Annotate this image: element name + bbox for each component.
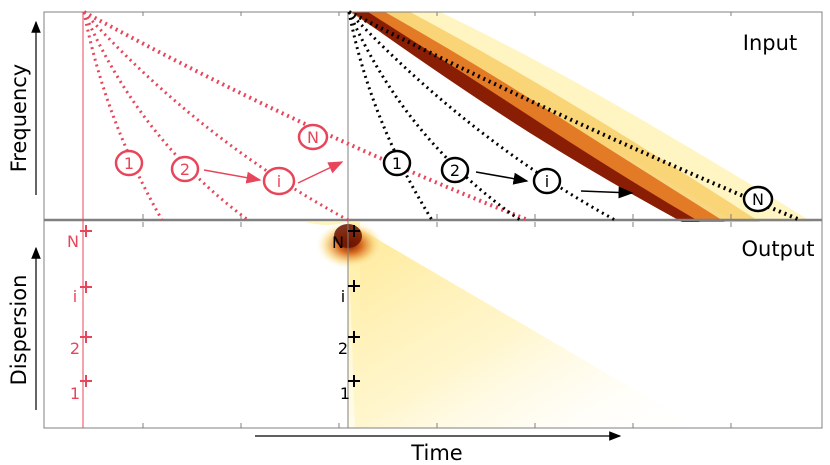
bottom-ticks xyxy=(142,222,732,428)
black-marker-1: 1 xyxy=(382,149,412,177)
red-marker-1-label: 1 xyxy=(124,154,134,173)
black-marker-2: 2 xyxy=(440,156,470,184)
output-panel-label: Output xyxy=(742,237,815,261)
black-marker-group: 1 2 i N xyxy=(382,149,774,213)
red-dispersion-label-2: 2 xyxy=(70,339,80,358)
black-dispersion-label-2: 2 xyxy=(338,339,348,358)
output-dedispersed-signal xyxy=(305,221,700,428)
red-arrows xyxy=(203,161,344,184)
black-marker-n: N xyxy=(742,185,774,213)
red-marker-n-label: N xyxy=(307,128,319,147)
frequency-axis-label: Frequency xyxy=(7,64,31,173)
red-curve-1 xyxy=(82,11,164,221)
red-marker-1: 1 xyxy=(114,149,144,177)
red-dispersion-curves xyxy=(82,10,529,222)
time-axis: Time xyxy=(255,431,622,465)
black-dispersion-label-i: i xyxy=(341,287,345,306)
red-marker-2: 2 xyxy=(170,155,200,183)
black-dispersion-curves xyxy=(347,10,801,222)
black-curve-i xyxy=(347,10,616,222)
black-curve-n xyxy=(348,10,801,222)
black-marker-1-label: 1 xyxy=(392,154,402,173)
red-dispersion-label-i: i xyxy=(73,287,77,306)
black-marker-n-label: N xyxy=(752,190,764,209)
red-marker-n: N xyxy=(297,123,329,151)
red-marker-i: i xyxy=(262,166,296,196)
dispersion-axis-label: Dispersion xyxy=(7,275,31,386)
red-dispersion-label-n: N xyxy=(67,232,79,251)
frequency-axis: Frequency xyxy=(7,20,41,195)
black-arrows xyxy=(475,171,634,199)
red-dispersion-label-1: 1 xyxy=(70,384,80,403)
time-axis-label: Time xyxy=(410,441,462,465)
red-curve-n xyxy=(83,10,529,222)
red-marker-group: 1 2 i N xyxy=(114,123,329,196)
black-marker-2-label: 2 xyxy=(450,161,460,180)
black-dispersion-label-n: N xyxy=(332,233,344,252)
black-marker-i-label: i xyxy=(545,172,549,191)
dispersion-axis: Dispersion xyxy=(7,246,41,410)
red-curve-i xyxy=(82,10,349,222)
black-dispersion-label-1: 1 xyxy=(340,384,350,403)
red-dispersion-points: N i 2 1 xyxy=(67,225,92,403)
black-dispersion-points: N i 2 1 xyxy=(332,225,360,403)
black-marker-i: i xyxy=(532,167,562,195)
red-marker-i-label: i xyxy=(277,172,281,191)
input-panel-label: Input xyxy=(743,31,797,55)
red-curve-2 xyxy=(82,11,249,222)
top-ticks xyxy=(142,12,732,220)
input-dispersed-pulse xyxy=(350,12,812,222)
red-marker-2-label: 2 xyxy=(180,160,190,179)
